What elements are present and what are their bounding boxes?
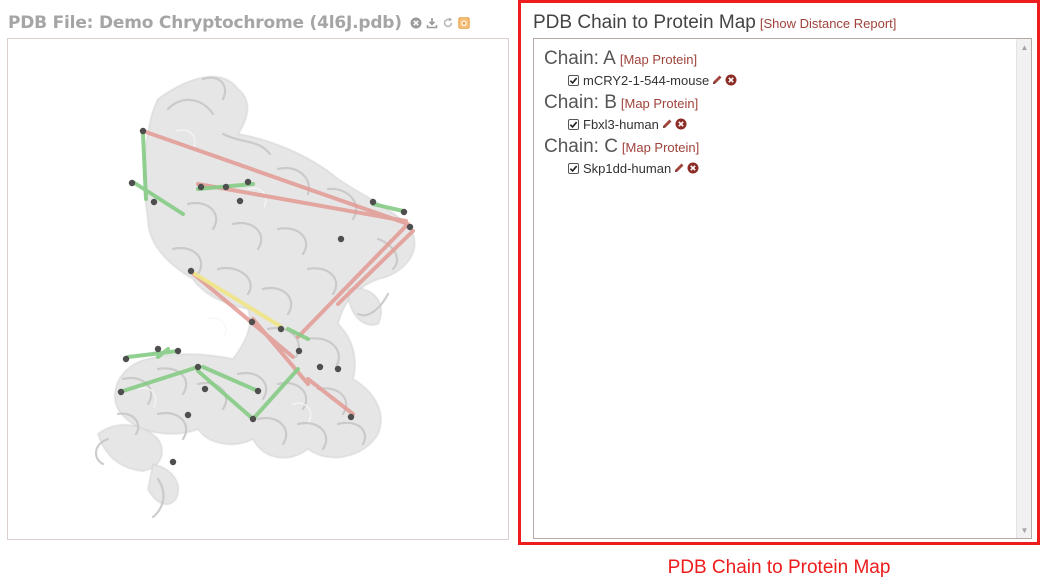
protein-checkbox[interactable] [568,162,579,174]
chain-list: Chain: A [Map Protein] mCRY2-1-544-mouse… [544,48,737,180]
chain-group-b: Chain: B [Map Protein] Fbxl3-human [544,92,737,132]
chain-list-scrollbar[interactable]: ▲ ▼ [1016,39,1031,538]
crosslinks-red [141,129,415,416]
pdb-file-title: PDB File: Demo Chryptochrome (4l6J.pdb) [8,13,402,33]
screenshot-icon[interactable] [458,17,470,29]
chain-label: Chain: A [544,48,616,69]
show-distance-report-link[interactable]: [Show Distance Report] [759,16,897,31]
pdb-file-header: PDB File: Demo Chryptochrome (4l6J.pdb) [8,11,470,35]
remove-protein-icon[interactable] [675,118,687,130]
chain-map-header: PDB Chain to Protein Map [Show Distance … [533,12,896,36]
protein-row: Fbxl3-human [568,116,737,132]
pencil-icon[interactable] [673,162,685,174]
scroll-up-arrow-icon[interactable]: ▲ [1020,42,1029,52]
protein-checkbox[interactable] [568,118,579,130]
remove-protein-icon[interactable] [725,74,737,86]
crosslinks-green [121,132,405,421]
pencil-icon[interactable] [661,118,673,130]
chain-map-title: PDB Chain to Protein Map [533,12,756,33]
protein-name: mCRY2-1-544-mouse [583,72,710,88]
chain-group-c: Chain: C [Map Protein] Skp1dd-human [544,136,737,176]
annotation-caption: PDB Chain to Protein Map [667,557,891,578]
chain-group-a: Chain: A [Map Protein] mCRY2-1-544-mouse [544,48,737,88]
pdb-file-toolbar [410,17,470,29]
crosslinks-yellow [193,272,282,328]
remove-protein-icon[interactable] [687,162,699,174]
map-protein-link[interactable]: [Map Protein] [619,52,698,67]
pencil-icon[interactable] [711,74,723,86]
protein-ribbon-mass [97,76,415,505]
protein-name: Fbxl3-human [583,116,659,132]
remove-icon[interactable] [410,17,422,29]
chain-label: Chain: C [544,136,618,157]
map-protein-link[interactable]: [Map Protein] [621,140,700,155]
chain-map-highlight-frame [518,0,1040,545]
download-icon[interactable] [426,17,438,29]
pdb-structure-viewer[interactable] [7,38,509,540]
reset-view-icon[interactable] [442,17,454,29]
chain-list-box: Chain: A [Map Protein] mCRY2-1-544-mouse… [533,38,1032,539]
protein-row: mCRY2-1-544-mouse [568,72,737,88]
chain-label: Chain: B [544,92,617,113]
protein-row: Skp1dd-human [568,160,737,176]
protein-checkbox[interactable] [568,74,579,86]
residue-markers [117,127,414,466]
protein-structure-render [95,76,415,519]
protein-name: Skp1dd-human [583,160,672,176]
scroll-down-arrow-icon[interactable]: ▼ [1020,525,1029,535]
map-protein-link[interactable]: [Map Protein] [620,96,699,111]
